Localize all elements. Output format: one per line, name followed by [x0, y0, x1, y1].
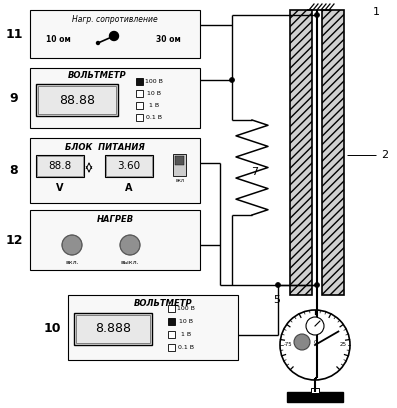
Text: 1 В: 1 В	[181, 332, 191, 337]
Text: 4: 4	[312, 393, 320, 403]
Text: выкл.: выкл.	[121, 259, 139, 264]
Text: ВОЛЬТМЕТР: ВОЛЬТМЕТР	[134, 299, 192, 308]
Text: 100 В: 100 В	[145, 79, 163, 84]
Circle shape	[276, 282, 281, 288]
Circle shape	[229, 78, 235, 82]
Circle shape	[120, 235, 140, 255]
Bar	[37, 156, 83, 176]
Bar	[30, 68, 200, 128]
Text: 0.1 В: 0.1 В	[178, 345, 194, 350]
Text: 25: 25	[339, 342, 347, 348]
Circle shape	[62, 235, 82, 255]
Text: -75: -75	[284, 342, 292, 348]
Bar	[74, 313, 152, 345]
Text: НАГРЕВ: НАГРЕВ	[96, 215, 133, 224]
Bar	[136, 102, 143, 109]
Bar	[287, 392, 343, 402]
Circle shape	[314, 13, 320, 18]
Text: 10 В: 10 В	[179, 319, 193, 324]
Bar	[105, 155, 153, 177]
Bar	[168, 318, 175, 325]
Bar	[30, 138, 200, 203]
Text: 11: 11	[5, 27, 23, 40]
Bar	[36, 84, 118, 116]
Text: вкл: вкл	[175, 177, 184, 182]
Text: 1: 1	[372, 7, 380, 17]
Text: 0.1 В: 0.1 В	[146, 115, 162, 120]
Text: 9: 9	[10, 91, 18, 104]
Text: 0: 0	[313, 339, 317, 344]
Circle shape	[96, 42, 100, 44]
Bar	[175, 156, 184, 165]
Text: A: A	[125, 183, 133, 193]
Text: 30 ом: 30 ом	[156, 35, 180, 44]
Bar	[168, 344, 175, 351]
Text: 10: 10	[43, 322, 61, 335]
Bar	[30, 210, 200, 270]
Bar	[168, 305, 175, 312]
Bar	[136, 78, 143, 85]
Bar	[106, 156, 152, 176]
Text: 2: 2	[382, 150, 389, 160]
Bar	[38, 86, 116, 114]
Bar	[68, 295, 238, 360]
Circle shape	[110, 31, 118, 40]
Text: 1 В: 1 В	[149, 103, 159, 108]
Bar	[136, 90, 143, 97]
Bar	[168, 331, 175, 338]
Bar	[322, 10, 344, 295]
Text: 8: 8	[10, 164, 18, 177]
Text: 100 В: 100 В	[177, 306, 195, 311]
Bar	[311, 388, 319, 393]
Text: 8.888: 8.888	[95, 322, 131, 335]
Text: 12: 12	[5, 233, 23, 246]
Circle shape	[294, 334, 310, 350]
Text: 10 ом: 10 ом	[46, 35, 70, 44]
Text: Нагр. сопротивление: Нагр. сопротивление	[72, 16, 158, 24]
Bar	[30, 10, 200, 58]
Bar	[290, 10, 312, 295]
Bar	[36, 155, 84, 177]
Text: 5: 5	[274, 295, 281, 305]
Text: БЛОК  ПИТАНИЯ: БЛОК ПИТАНИЯ	[65, 142, 145, 151]
Text: 3.60: 3.60	[118, 161, 141, 171]
Circle shape	[314, 282, 320, 288]
Text: 88.88: 88.88	[59, 93, 95, 106]
Bar	[76, 315, 150, 343]
Text: 88.8: 88.8	[48, 161, 71, 171]
Bar	[173, 154, 186, 176]
Bar	[136, 114, 143, 121]
Circle shape	[306, 317, 324, 335]
Text: 10 В: 10 В	[147, 91, 161, 96]
Circle shape	[280, 310, 350, 380]
Text: V: V	[56, 183, 64, 193]
Text: вкл.: вкл.	[65, 259, 79, 264]
Text: ВОЛЬТМЕТР: ВОЛЬТМЕТР	[67, 71, 126, 80]
Text: 7: 7	[251, 167, 258, 177]
